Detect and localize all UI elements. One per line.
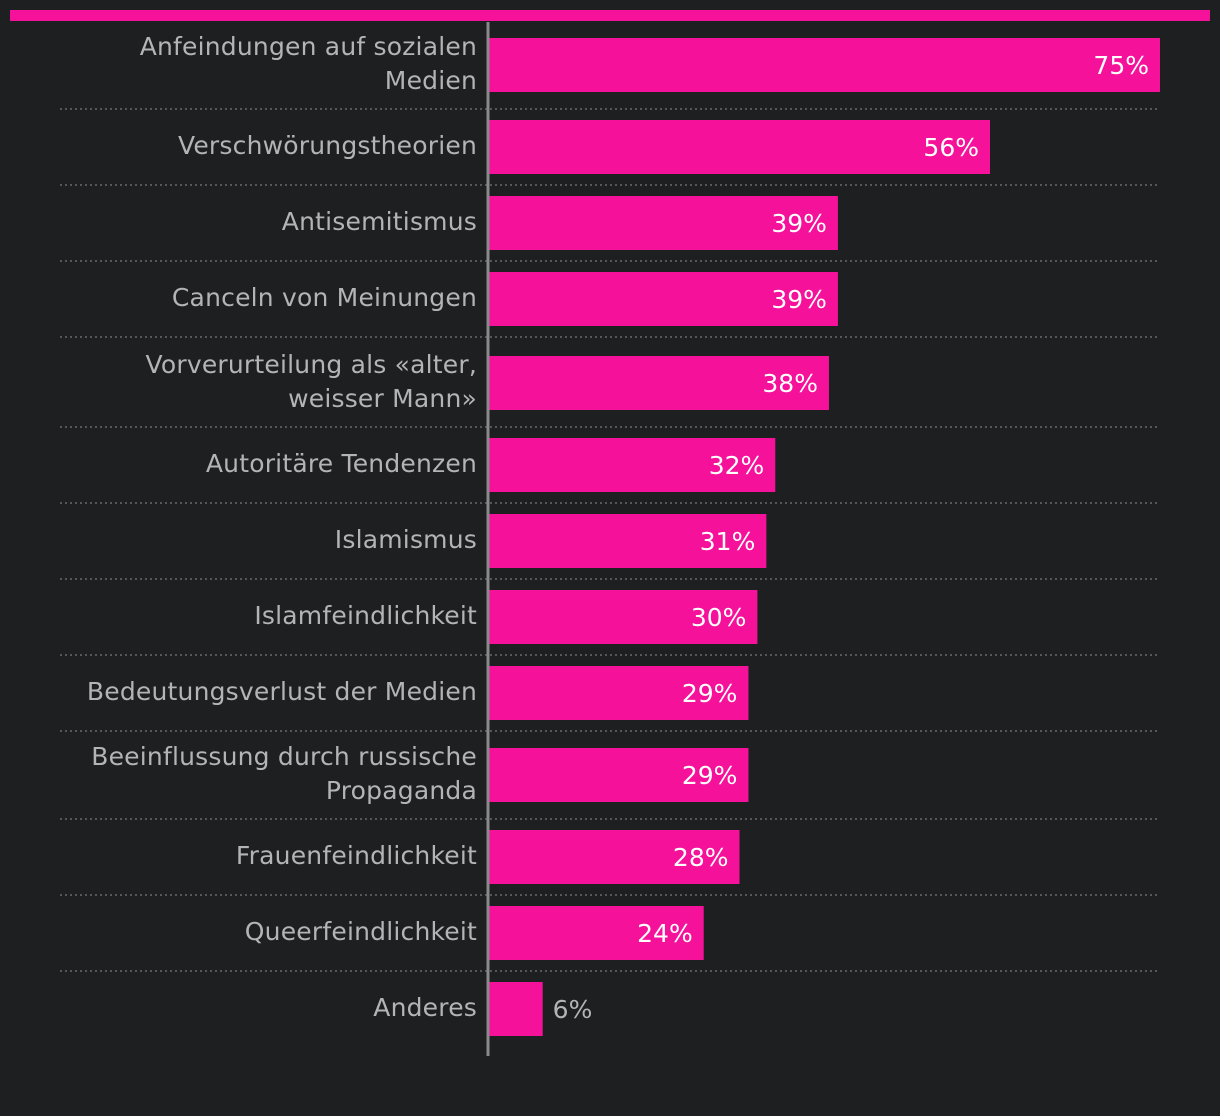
bar-1 bbox=[489, 120, 991, 174]
value-labels-layer: 75% 56% 39% 39% 38% 32% 31% 30% 29% 29% 28% 24% 6% bbox=[553, 51, 1149, 1024]
bar-12 bbox=[489, 982, 543, 1036]
category-labels-layer: Anfeindungen auf sozialen Medien Verschwör… bbox=[87, 32, 477, 1022]
category-label-7: Islamfeindlichkeit bbox=[254, 601, 477, 630]
category-label-line: Beeinflussung durch russische bbox=[91, 742, 477, 771]
value-label-2: 39% bbox=[771, 209, 827, 238]
category-label-5: Autoritäre Tendenzen bbox=[206, 449, 477, 478]
top-accent-rule bbox=[10, 10, 1210, 21]
value-label-1: 56% bbox=[923, 133, 979, 162]
bar-7 bbox=[489, 590, 758, 644]
category-label-line: Anfeindungen auf sozialen bbox=[140, 32, 477, 61]
value-label-10: 28% bbox=[673, 843, 729, 872]
category-label-2: Antisemitismus bbox=[282, 207, 477, 236]
category-label-line: Queerfeindlichkeit bbox=[245, 917, 477, 946]
value-label-9: 29% bbox=[682, 761, 738, 790]
category-label-line: weisser Mann» bbox=[288, 384, 477, 413]
category-label-line: Autoritäre Tendenzen bbox=[206, 449, 477, 478]
category-label-1: Verschwörungstheorien bbox=[178, 131, 477, 160]
value-label-8: 29% bbox=[682, 679, 738, 708]
bar-5 bbox=[489, 438, 776, 492]
category-label-8: Bedeutungsverlust der Medien bbox=[87, 677, 477, 706]
category-label-12: Anderes bbox=[373, 993, 477, 1022]
category-label-6: Islamismus bbox=[335, 525, 477, 554]
bar-3 bbox=[489, 272, 838, 326]
category-label-line: Medien bbox=[385, 66, 477, 95]
value-label-6: 31% bbox=[700, 527, 756, 556]
bar-2 bbox=[489, 196, 838, 250]
value-label-12: 6% bbox=[553, 995, 593, 1024]
bar-9 bbox=[489, 748, 749, 802]
bar-10 bbox=[489, 830, 740, 884]
bar-8 bbox=[489, 666, 749, 720]
value-label-3: 39% bbox=[771, 285, 827, 314]
value-label-0: 75% bbox=[1093, 51, 1149, 80]
category-label-line: Antisemitismus bbox=[282, 207, 477, 236]
row-separators bbox=[60, 108, 1160, 972]
category-label-line: Propaganda bbox=[326, 776, 477, 805]
value-label-7: 30% bbox=[691, 603, 747, 632]
category-label-line: Vorverurteilung als «alter, bbox=[146, 350, 478, 379]
category-label-line: Canceln von Meinungen bbox=[172, 283, 477, 312]
category-label-3: Canceln von Meinungen bbox=[172, 283, 477, 312]
category-label-line: Islamismus bbox=[335, 525, 477, 554]
category-label-line: Verschwörungstheorien bbox=[178, 131, 477, 160]
bar-11 bbox=[489, 906, 704, 960]
category-label-10: Frauenfeindlichkeit bbox=[236, 841, 477, 870]
category-label-11: Queerfeindlichkeit bbox=[245, 917, 477, 946]
category-label-line: Anderes bbox=[373, 993, 477, 1022]
category-label-4: Vorverurteilung als «alter, weisser Mann» bbox=[146, 350, 478, 413]
value-label-11: 24% bbox=[637, 919, 693, 948]
bars-layer bbox=[489, 38, 1160, 1036]
category-label-9: Beeinflussung durch russische Propaganda bbox=[91, 742, 477, 805]
bar-4 bbox=[489, 356, 829, 410]
bar-6 bbox=[489, 514, 767, 568]
category-label-0: Anfeindungen auf sozialen Medien bbox=[140, 32, 477, 95]
category-label-line: Bedeutungsverlust der Medien bbox=[87, 677, 477, 706]
bar-0 bbox=[489, 38, 1160, 92]
value-label-4: 38% bbox=[762, 369, 818, 398]
value-label-5: 32% bbox=[709, 451, 765, 480]
category-label-line: Frauenfeindlichkeit bbox=[236, 841, 477, 870]
category-label-line: Islamfeindlichkeit bbox=[254, 601, 477, 630]
